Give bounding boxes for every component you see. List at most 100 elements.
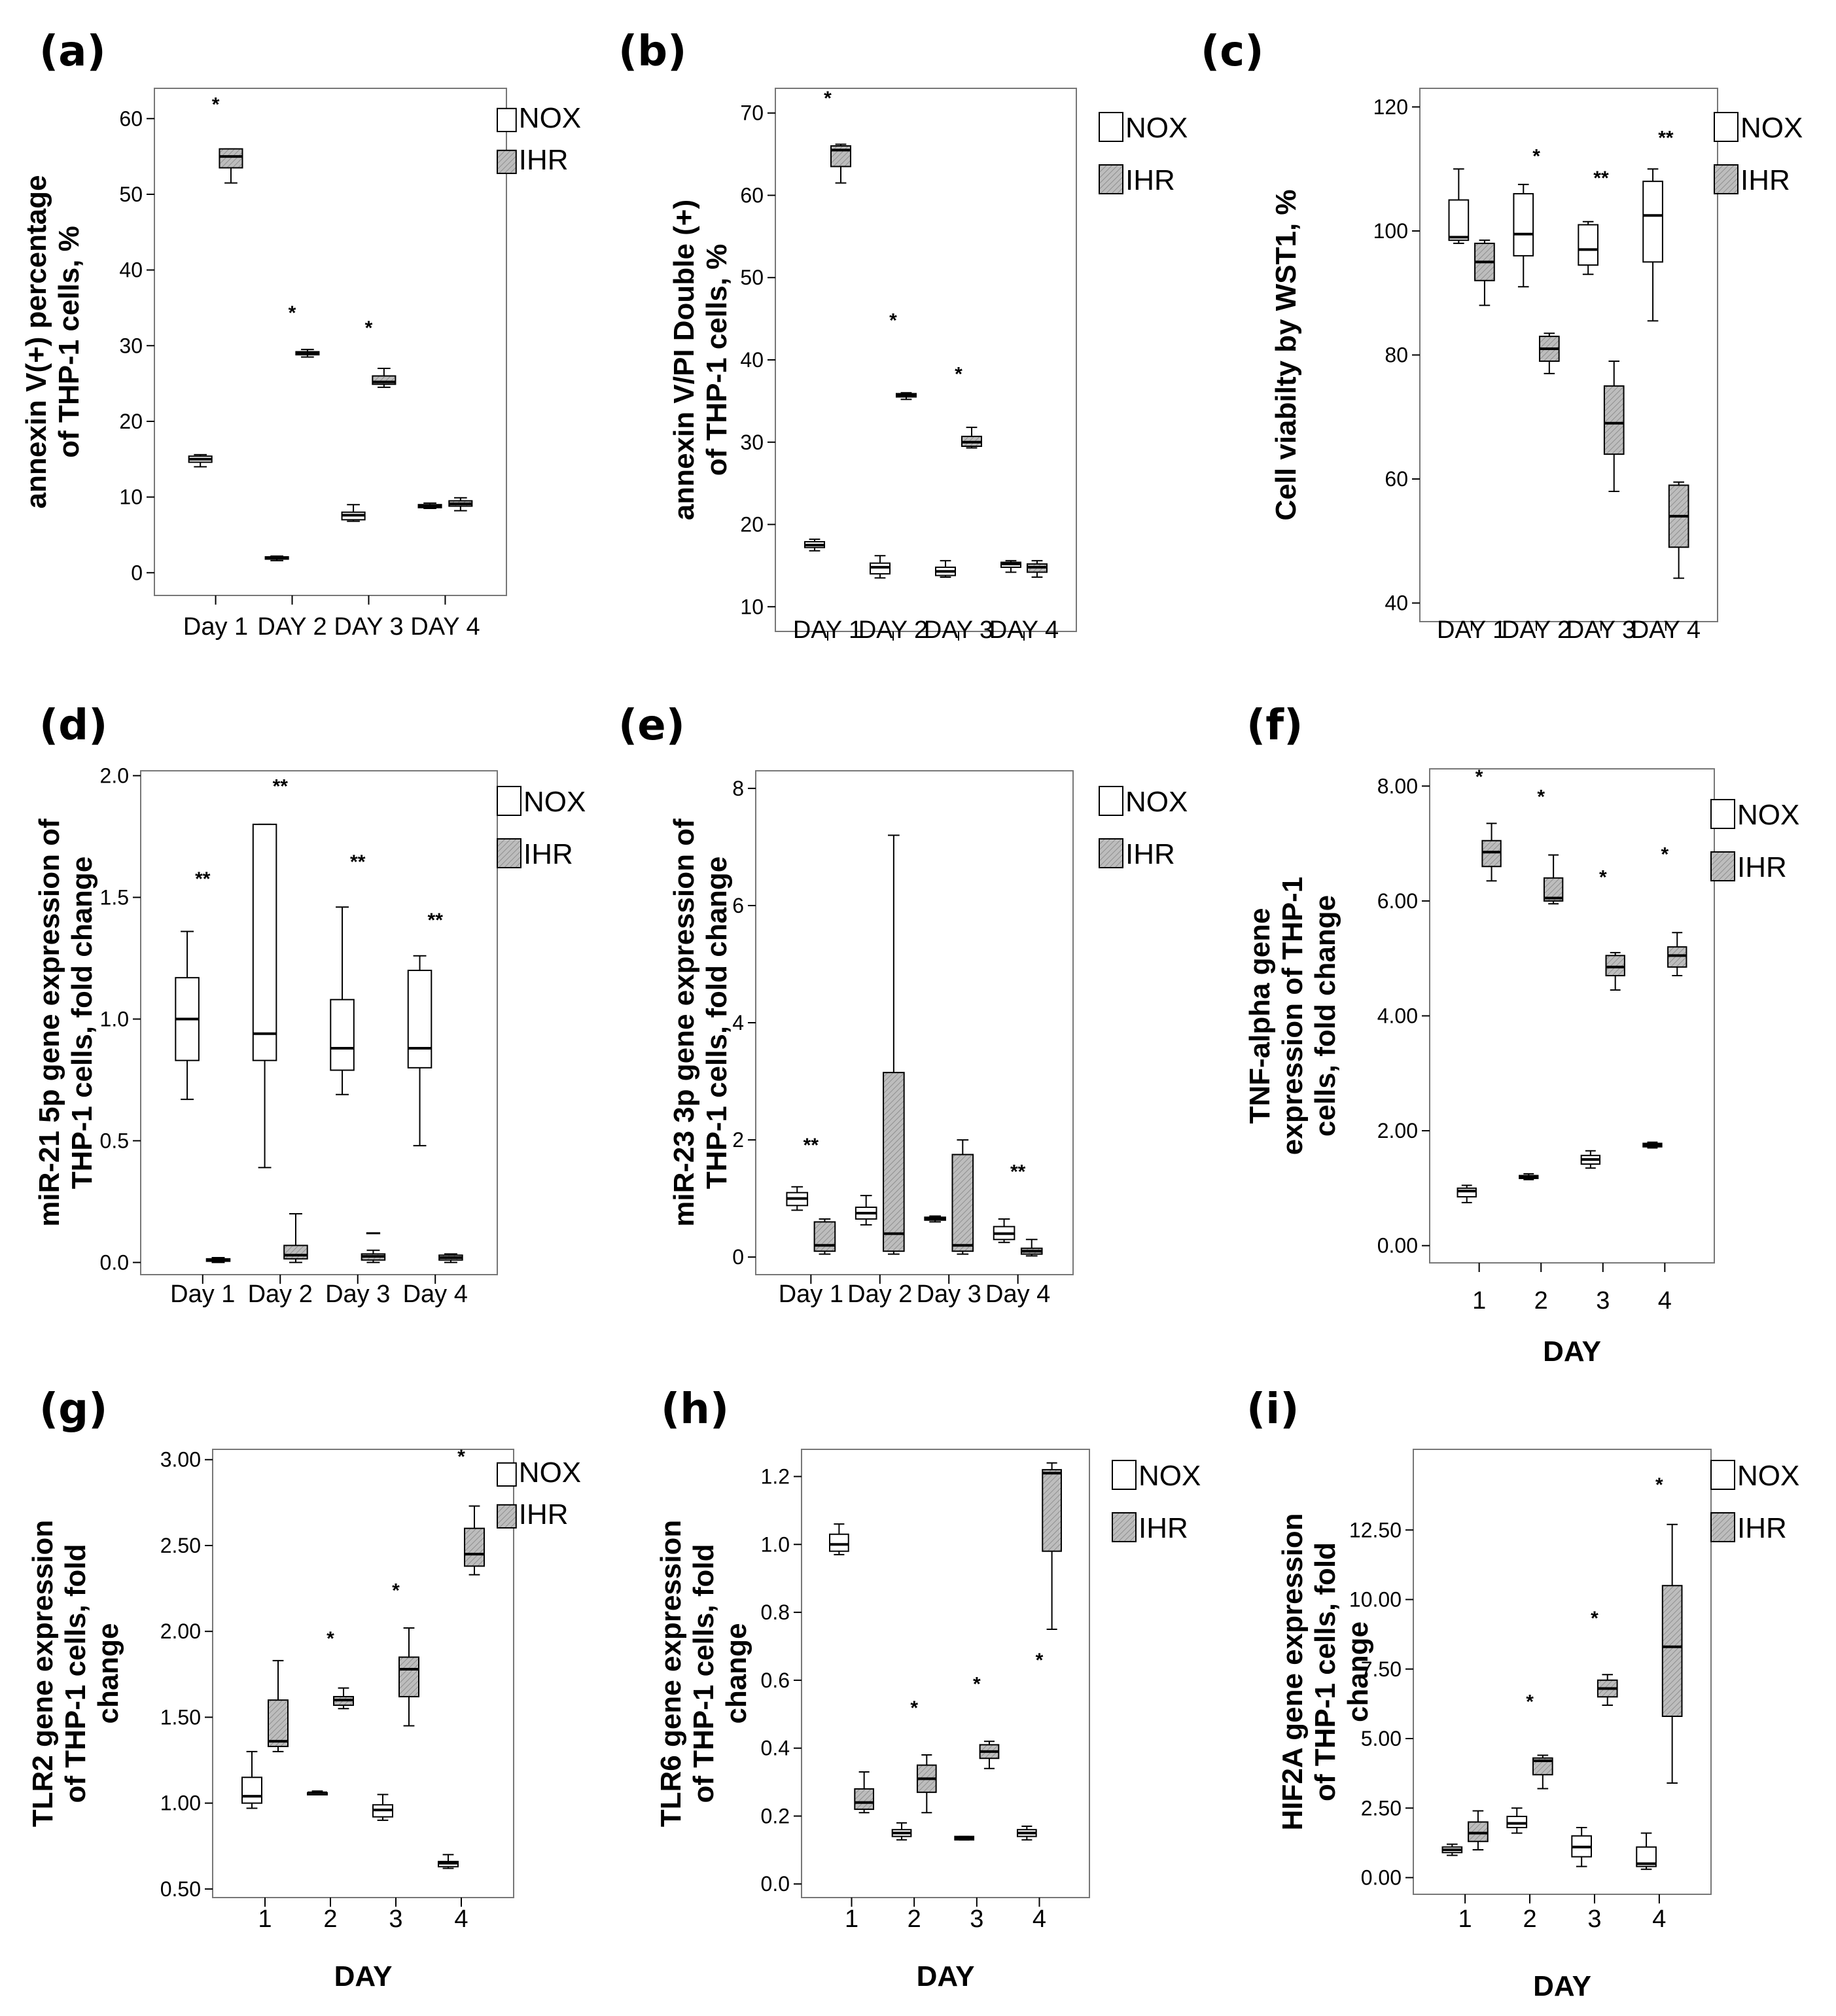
x-tick-label: Day 1 xyxy=(170,1281,235,1308)
significance-marker: ** xyxy=(1010,1161,1026,1182)
legend-label-ihr: IHR xyxy=(1125,164,1175,196)
legend: NOX IHR xyxy=(497,1457,581,1530)
box-ihr-day-3 xyxy=(979,1741,1000,1769)
significance-marker: * xyxy=(1036,1650,1044,1671)
y-axis-title: miR-23 3p gene expression of xyxy=(668,819,700,1227)
significance-marker: * xyxy=(1655,1474,1663,1496)
legend: NOX IHR xyxy=(497,102,581,176)
legend-label-nox: NOX xyxy=(1737,1460,1799,1492)
box-iqr xyxy=(241,1777,262,1804)
x-tick-label: DAY 2 xyxy=(858,616,928,644)
x-axis-title: DAY xyxy=(1533,1970,1591,2002)
box-iqr xyxy=(829,1533,849,1552)
box-nox-day-2 xyxy=(870,555,891,579)
y-tick-label: 10.00 xyxy=(1349,1588,1402,1612)
box-nox-day-4 xyxy=(1642,168,1663,322)
legend-label-nox: NOX xyxy=(1740,112,1803,144)
x-tick-label: DAY 4 xyxy=(1631,616,1701,644)
box-iqr xyxy=(1506,1816,1528,1828)
x-tick-label: 2 xyxy=(908,1905,921,1933)
box-nox-day-2 xyxy=(1506,1807,1528,1834)
legend-swatch-ihr xyxy=(1112,1512,1137,1542)
box-ihr-day-1 xyxy=(830,143,851,184)
x-axis-title: DAY xyxy=(917,1960,975,1992)
box-iqr xyxy=(398,1656,419,1697)
x-tick-label: 3 xyxy=(970,1905,983,1933)
legend: NOX IHR xyxy=(1714,112,1803,196)
y-axis-title: TNF-alpha gene xyxy=(1244,908,1276,1123)
box-nox-day-4 xyxy=(407,955,433,1146)
y-tick-label: 30 xyxy=(740,431,764,454)
box-nox-day-2 xyxy=(264,555,289,561)
box-nox-day-1 xyxy=(175,930,200,1101)
y-tick-label: 1.00 xyxy=(160,1792,201,1815)
panel-letter: (h) xyxy=(661,1385,729,1434)
x-tick-label: Day 4 xyxy=(985,1281,1050,1308)
y-tick-label: 1.50 xyxy=(160,1705,201,1729)
legend-label-ihr: IHR xyxy=(523,838,573,870)
legend-label-ihr: IHR xyxy=(1139,1512,1188,1544)
y-tick-label: 6 xyxy=(732,894,744,917)
panel-4: (d) 0.0 0.5 1.0 1.5 2.0 Day 1 Day 2 Day 3 Day 4 mi… xyxy=(33,701,586,1308)
x-tick-label: DAY 3 xyxy=(334,613,403,641)
significance-marker: ** xyxy=(1593,168,1609,189)
box-ihr-day-4 xyxy=(1667,932,1687,977)
box-ihr-day-4 xyxy=(1020,1239,1043,1257)
y-tick-label: 1.0 xyxy=(761,1532,790,1556)
y-tick-label: 0.8 xyxy=(761,1600,790,1624)
y-axis-title: change xyxy=(92,1623,124,1724)
legend: NOX IHR xyxy=(1099,112,1188,196)
significance-marker: * xyxy=(1599,867,1607,889)
box-nox-day-4 xyxy=(993,1218,1015,1243)
panel-8: (h) 0.0 0.2 0.4 0.6 0.8 1.0 1.2 1 2 3 4 DAY TLR6 gene… xyxy=(655,1385,1201,1992)
box-ihr-day-3 xyxy=(361,1249,386,1264)
y-axis-title: change xyxy=(720,1623,752,1724)
y-axis-title: annexin V/PI Double (+) xyxy=(668,200,700,520)
box-iqr xyxy=(268,1699,289,1748)
y-tick-label: 60 xyxy=(740,183,764,207)
x-tick-label: 2 xyxy=(1534,1287,1548,1315)
legend-swatch-ihr xyxy=(497,1504,517,1529)
legend-swatch-nox xyxy=(497,107,517,133)
box-iqr xyxy=(1513,193,1534,256)
x-tick-label: 1 xyxy=(258,1905,272,1933)
legend-swatch-ihr xyxy=(1710,1512,1735,1542)
significance-marker: * xyxy=(1591,1608,1598,1629)
x-tick-label: DAY 3 xyxy=(924,616,993,644)
box-nox-day-4 xyxy=(1636,1832,1657,1870)
box-nox-day-3 xyxy=(1578,221,1599,275)
x-tick-label: 4 xyxy=(1033,1905,1046,1933)
y-tick-label: 1.0 xyxy=(100,1007,129,1031)
y-axis-title: change xyxy=(1342,1621,1374,1722)
box-nox-day-2 xyxy=(252,823,277,1169)
legend-swatch-nox xyxy=(497,786,521,816)
significance-marker: * xyxy=(392,1580,400,1602)
box-nox-day-2 xyxy=(1519,1173,1539,1180)
y-tick-label: 2.50 xyxy=(1361,1796,1402,1820)
panel-letter: (d) xyxy=(39,701,107,750)
significance-marker: ** xyxy=(1658,127,1674,149)
x-axis-title: DAY xyxy=(1543,1335,1601,1368)
significance-marker: ** xyxy=(803,1135,819,1156)
box-iqr xyxy=(1661,1585,1683,1717)
y-axis-title: of THP-1 cells, fold xyxy=(1309,1542,1341,1801)
box-ihr-day-4 xyxy=(448,497,473,512)
significance-marker: ** xyxy=(428,910,444,931)
y-tick-label: 0.00 xyxy=(1377,1234,1418,1258)
box-iqr xyxy=(330,999,355,1071)
box-nox-day-4 xyxy=(417,502,442,509)
box-nox-day-2 xyxy=(855,1195,877,1226)
x-tick-label: 3 xyxy=(1596,1287,1610,1315)
legend-label-ihr: IHR xyxy=(1740,164,1790,196)
y-tick-label: 0.6 xyxy=(761,1669,790,1692)
box-ihr-day-1 xyxy=(1468,1810,1489,1850)
legend-label-nox: NOX xyxy=(1125,112,1188,144)
box-nox-day-1 xyxy=(829,1523,849,1555)
box-ihr-day-3 xyxy=(372,367,397,388)
x-axis-title: DAY xyxy=(334,1960,393,1992)
significance-marker: * xyxy=(1475,766,1483,788)
x-tick-label: DAY 2 xyxy=(257,613,327,641)
box-nox-day-3 xyxy=(935,559,956,578)
box-ihr-day-4 xyxy=(1668,481,1689,579)
panel-5: (e) 0 2 4 6 8 Day 1 Day 2 Day 3 Day 4 miR-23 3p ge… xyxy=(618,701,1188,1308)
